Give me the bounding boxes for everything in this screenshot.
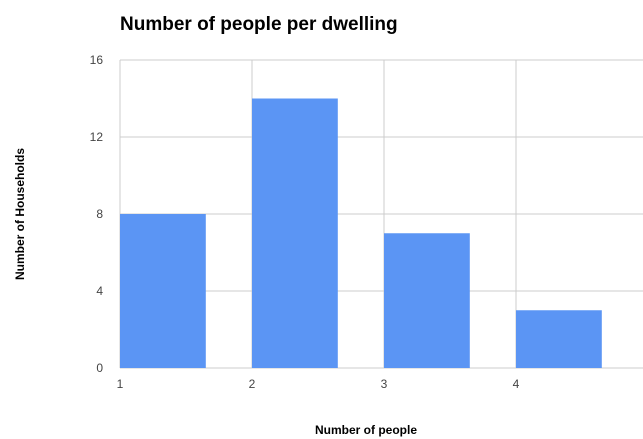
x-axis-title: Number of people bbox=[315, 423, 417, 437]
y-tick-label: 8 bbox=[96, 207, 103, 221]
chart-title: Number of people per dwelling bbox=[120, 14, 398, 35]
bar-2 bbox=[252, 98, 338, 368]
bar-1 bbox=[120, 214, 206, 368]
bar-3 bbox=[384, 233, 470, 368]
bars bbox=[120, 98, 602, 368]
x-axis-ticks: 1 2 3 4 bbox=[117, 377, 520, 391]
y-tick-label: 12 bbox=[90, 130, 104, 144]
x-tick-label: 4 bbox=[513, 377, 520, 391]
y-tick-label: 4 bbox=[96, 284, 103, 298]
y-tick-label: 0 bbox=[96, 361, 103, 375]
x-tick-label: 2 bbox=[249, 377, 256, 391]
y-axis-title: Number of Households bbox=[13, 148, 27, 280]
bar-4 bbox=[516, 310, 602, 368]
x-tick-label: 1 bbox=[117, 377, 124, 391]
y-axis-ticks: 0 4 8 12 16 bbox=[90, 53, 104, 375]
y-tick-label: 16 bbox=[90, 53, 104, 67]
x-tick-label: 3 bbox=[381, 377, 388, 391]
